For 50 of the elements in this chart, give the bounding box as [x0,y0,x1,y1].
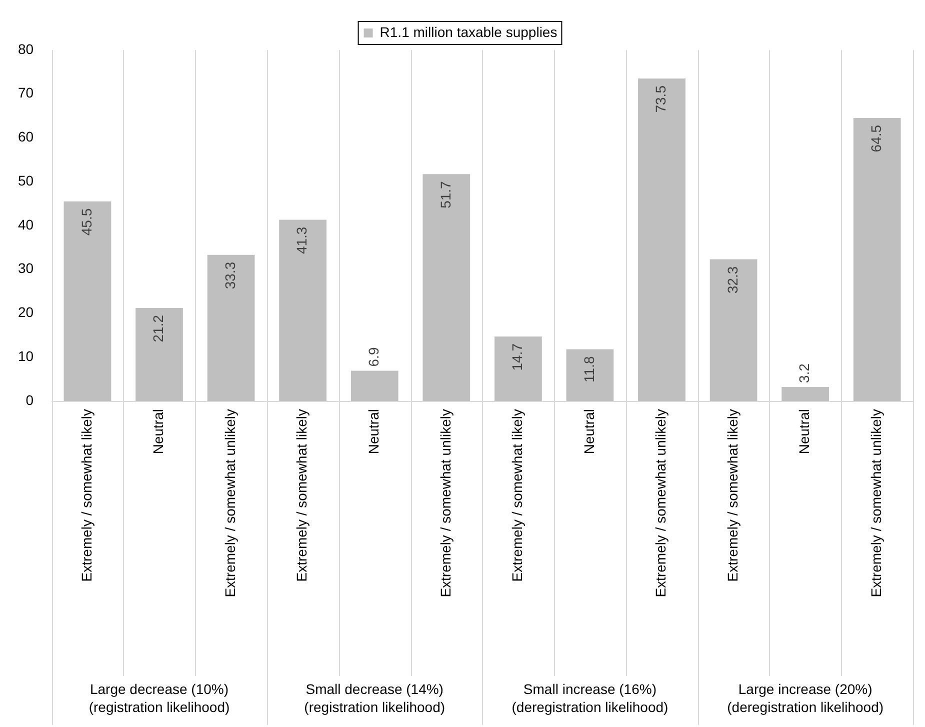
bar [279,220,327,401]
legend-label: R1.1 million taxable supplies [380,24,558,40]
data-label: 32.3 [724,266,740,294]
data-label: 21.2 [150,314,166,342]
y-tick-label: 20 [18,304,34,320]
data-label: 33.3 [222,262,238,290]
data-label: 3.2 [796,363,812,383]
bar [638,78,686,401]
x-tick-label: Neutral [150,409,166,454]
x-tick-label: Neutral [580,409,597,454]
y-tick-label: 10 [18,348,34,364]
bar [710,259,758,401]
data-label: 14.7 [509,343,526,371]
data-label: 64.5 [868,124,884,152]
x-tick-label: Extremely / somewhat likely [724,409,740,582]
text: Large decrease (10%) (registration likelihood) [88,680,230,715]
y-tick-label: 50 [18,172,34,188]
data-label: 6.9 [365,347,382,367]
text: Small increase (16%) (deregistration likelihood) [512,680,668,715]
bar [853,118,901,401]
bar [422,174,470,401]
bar [566,349,614,401]
bar [494,336,542,401]
x-tick-label: Extremely / somewhat likely [509,409,526,582]
data-label: 41.3 [294,226,310,254]
x-tick-label: Extremely / somewhat unlikely [437,409,454,598]
text: Large increase (20%) (deregistration likelihood) [727,680,884,715]
x-tick-label: Neutral [365,409,382,454]
y-tick-label: 0 [26,392,34,408]
data-label: 51.7 [437,180,454,208]
y-tick-label: 80 [18,40,34,57]
bar [136,308,183,401]
y-tick-label: 40 [18,216,34,232]
y-tick-label: 30 [18,260,34,276]
data-label: 45.5 [78,208,94,236]
x-tick-label: Extremely / somewhat likely [294,409,310,582]
data-label: 73.5 [652,85,669,113]
y-tick-label: 60 [18,128,34,145]
bar [350,370,398,401]
bar [64,201,112,401]
bar [782,386,830,401]
data-label: 11.8 [580,356,597,382]
x-tick-label: Extremely / somewhat unlikely [868,409,884,598]
x-tick-label: Extremely / somewhat unlikely [222,409,238,598]
x-tick-label: Extremely / somewhat unlikely [652,409,669,598]
y-tick-label: 70 [18,84,34,101]
text: Small decrease (14%) (registration likelihood) [304,680,446,715]
bar [207,254,255,401]
x-tick-label: Neutral [796,409,812,454]
x-tick-label: Extremely / somewhat likely [78,409,94,582]
